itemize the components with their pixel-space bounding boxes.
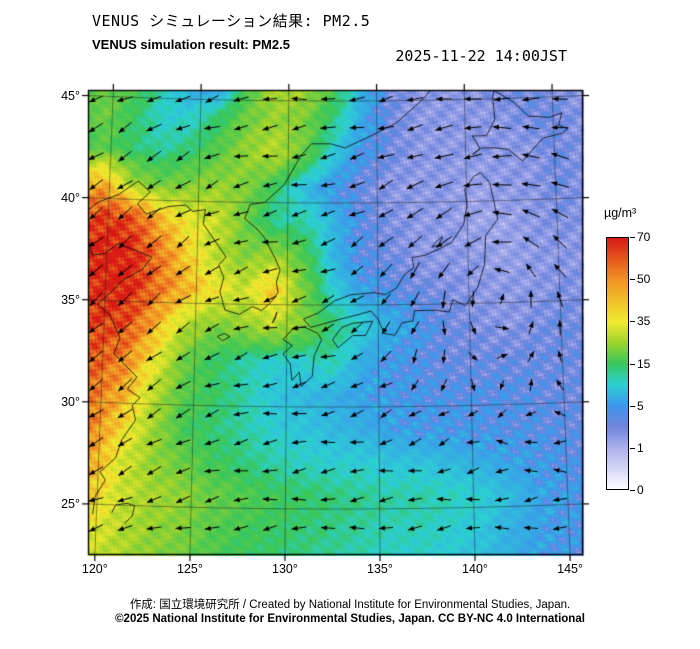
- colorbar-tick-mark: [630, 237, 635, 238]
- colorbar-tick-mark: [630, 490, 635, 491]
- copyright-text: ©2025 National Institute for Environment…: [115, 613, 585, 625]
- colorbar-tick-mark: [630, 321, 635, 323]
- lat-tick-label: 35°: [61, 292, 80, 307]
- colorbar-tick-mark: [630, 363, 635, 365]
- colorbar-tick-mark: [630, 405, 635, 407]
- lon-tick-label: 120°: [81, 562, 108, 576]
- lon-tick-label: 145°: [557, 562, 584, 576]
- colorbar-unit-label: µg/m³: [604, 206, 637, 220]
- colorbar-tick-label: 1: [637, 440, 644, 455]
- credit-text: 作成: 国立環境研究所 / Created by National Instit…: [129, 599, 571, 611]
- colorbar-tick-label: 15: [637, 356, 651, 371]
- colorbar-tick-mark: [630, 279, 635, 281]
- lon-tick-label: 135°: [367, 562, 393, 576]
- colorbar-tick-label: 50: [637, 272, 651, 287]
- lat-tick-label: 30°: [61, 394, 80, 409]
- lon-tick-label: 125°: [176, 562, 203, 576]
- colorbar-tick-label: 0: [637, 483, 644, 497]
- colorbar-tick-label: 5: [637, 398, 644, 413]
- lon-tick-label: 140°: [462, 562, 488, 576]
- title-japanese: VENUS シミュレーション結果: PM2.5: [92, 12, 371, 30]
- colorbar: [606, 237, 629, 490]
- colorbar-tick-label: 35: [637, 314, 651, 329]
- colorbar-tick-mark: [630, 447, 635, 449]
- title-english: VENUS simulation result: PM2.5: [92, 37, 290, 52]
- lat-tick-label: 45°: [61, 88, 80, 103]
- colorbar-tick-label: 70: [637, 230, 651, 244]
- lat-tick-label: 40°: [61, 190, 80, 205]
- valid-time-label: 2025-11-22 14:00JST: [395, 47, 567, 65]
- lat-tick-label: 25°: [61, 496, 80, 511]
- lon-tick-label: 130°: [272, 562, 298, 576]
